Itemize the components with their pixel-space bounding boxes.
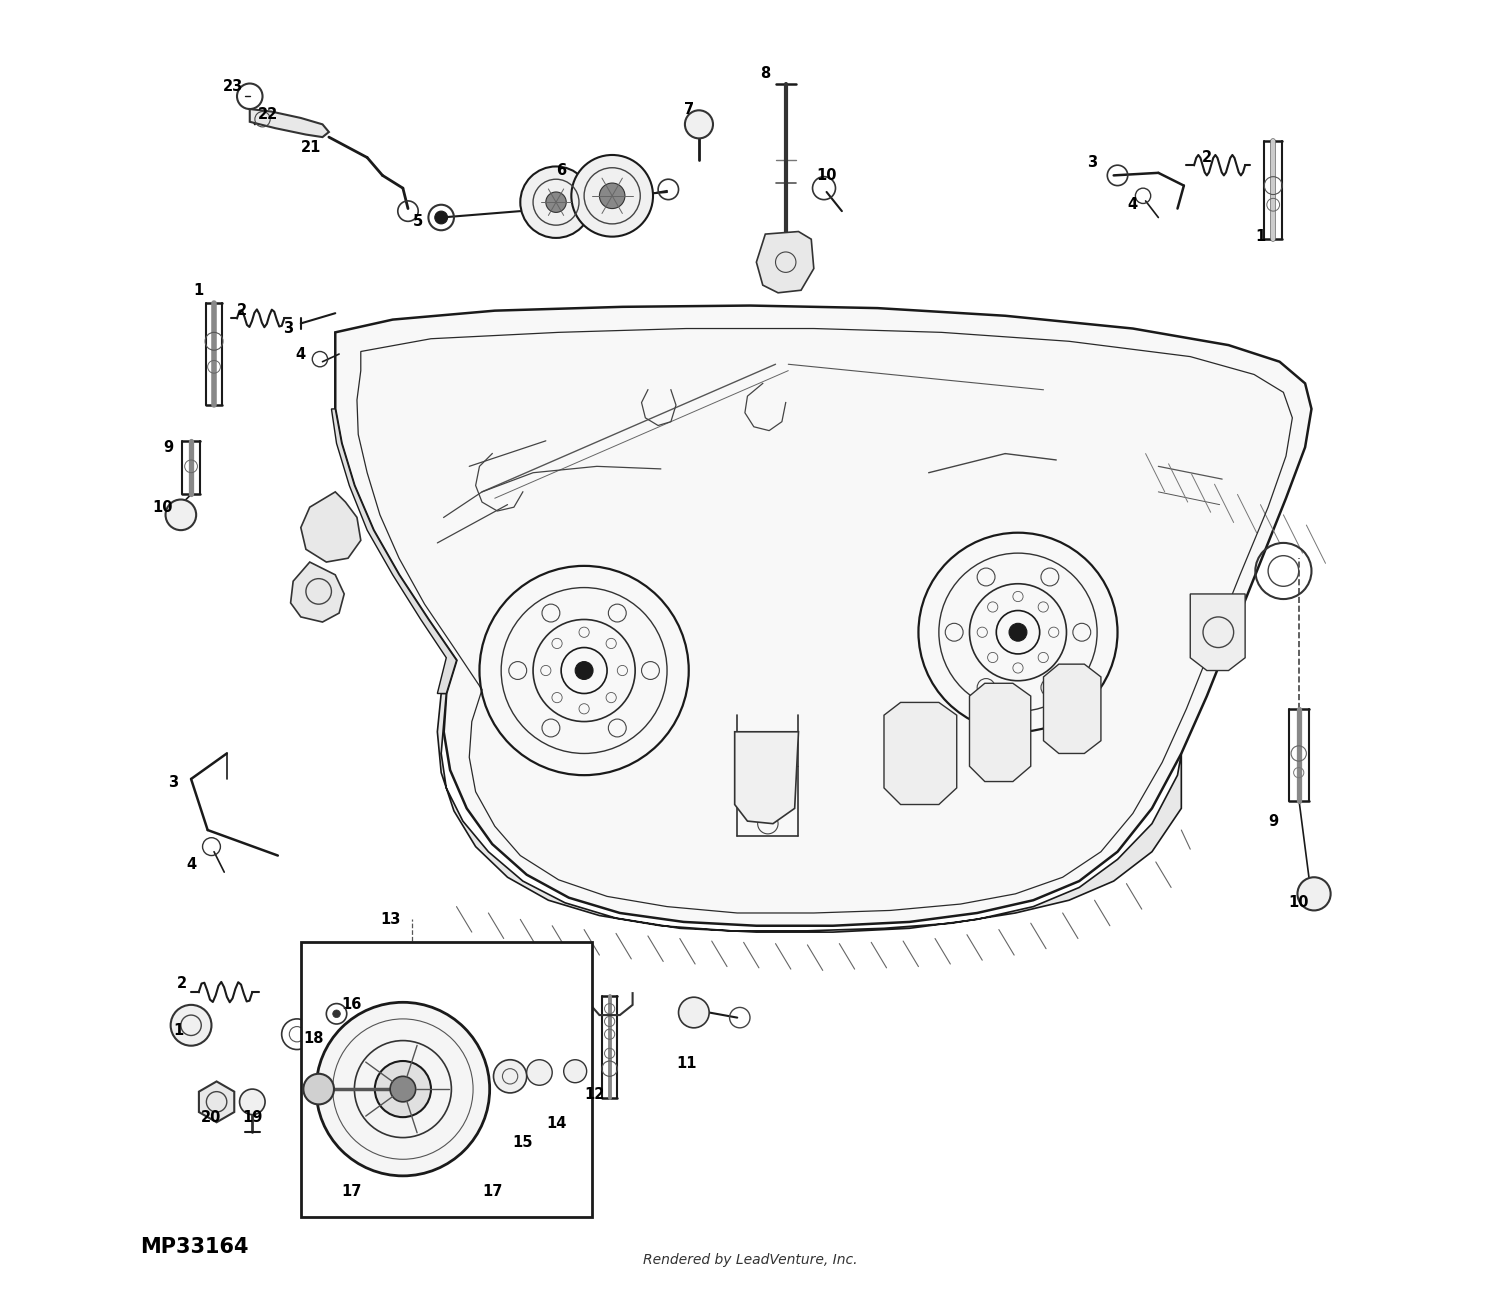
- Text: 4: 4: [1128, 197, 1138, 213]
- Polygon shape: [336, 306, 1311, 926]
- Text: 10: 10: [153, 499, 173, 515]
- Text: Rendered by LeadVenture, Inc.: Rendered by LeadVenture, Inc.: [642, 1253, 858, 1267]
- Circle shape: [390, 1076, 416, 1102]
- Text: 15: 15: [513, 1135, 532, 1151]
- Text: 1: 1: [1256, 230, 1266, 244]
- Circle shape: [171, 1005, 211, 1046]
- Text: 5: 5: [413, 214, 423, 228]
- Text: 17: 17: [482, 1184, 502, 1198]
- Text: 20: 20: [201, 1109, 222, 1125]
- Polygon shape: [1191, 593, 1245, 671]
- Polygon shape: [200, 1081, 234, 1122]
- Circle shape: [333, 1010, 340, 1018]
- Polygon shape: [302, 491, 362, 562]
- Text: MP33164: MP33164: [140, 1237, 249, 1258]
- Text: 8: 8: [760, 66, 771, 81]
- Circle shape: [572, 155, 652, 236]
- Polygon shape: [291, 562, 344, 622]
- Text: 1: 1: [172, 1023, 183, 1038]
- Circle shape: [1298, 877, 1330, 911]
- Text: 12: 12: [584, 1086, 604, 1102]
- Circle shape: [165, 499, 196, 530]
- Text: 14: 14: [546, 1116, 566, 1131]
- Polygon shape: [332, 409, 456, 694]
- Polygon shape: [1044, 664, 1101, 753]
- Text: 11: 11: [676, 1057, 696, 1071]
- Circle shape: [686, 111, 712, 138]
- Text: 2: 2: [1202, 150, 1212, 165]
- Circle shape: [600, 183, 625, 209]
- Text: 2: 2: [237, 303, 248, 319]
- Circle shape: [316, 1002, 489, 1176]
- Bar: [302, 942, 592, 1216]
- Text: 17: 17: [342, 1184, 362, 1198]
- Text: 18: 18: [303, 1031, 324, 1045]
- Text: 19: 19: [242, 1109, 262, 1125]
- Polygon shape: [251, 110, 328, 137]
- Text: 21: 21: [302, 139, 321, 155]
- Circle shape: [520, 166, 592, 237]
- Text: 6: 6: [556, 163, 566, 178]
- Circle shape: [574, 662, 592, 680]
- Text: 3: 3: [168, 775, 178, 791]
- Text: 10: 10: [816, 168, 837, 183]
- Polygon shape: [438, 694, 1182, 933]
- Text: 23: 23: [224, 79, 243, 94]
- Text: 3: 3: [284, 321, 292, 335]
- Circle shape: [564, 1060, 586, 1082]
- Circle shape: [303, 1073, 334, 1104]
- Text: 7: 7: [684, 102, 694, 116]
- Text: V: V: [630, 566, 717, 673]
- Text: 2: 2: [177, 975, 188, 991]
- Circle shape: [435, 212, 447, 224]
- Circle shape: [375, 1060, 430, 1117]
- Text: 1: 1: [194, 283, 204, 298]
- Text: 9: 9: [1268, 814, 1278, 828]
- Polygon shape: [969, 684, 1030, 782]
- Text: 22: 22: [258, 107, 278, 121]
- Text: 4: 4: [296, 347, 306, 361]
- Circle shape: [240, 1089, 266, 1115]
- Circle shape: [526, 1060, 552, 1085]
- Text: LEADVENTURE: LEADVENTURE: [524, 618, 976, 672]
- Text: 9: 9: [164, 440, 172, 454]
- Text: 10: 10: [1288, 895, 1310, 911]
- Text: 4: 4: [186, 857, 196, 872]
- Circle shape: [546, 192, 566, 213]
- Text: 3: 3: [1088, 155, 1096, 170]
- Text: 16: 16: [342, 997, 362, 1013]
- Text: 13: 13: [380, 912, 400, 926]
- Polygon shape: [735, 731, 798, 823]
- Circle shape: [1010, 623, 1028, 641]
- Circle shape: [678, 997, 710, 1028]
- Polygon shape: [884, 703, 957, 805]
- Polygon shape: [756, 231, 814, 293]
- Circle shape: [494, 1060, 526, 1093]
